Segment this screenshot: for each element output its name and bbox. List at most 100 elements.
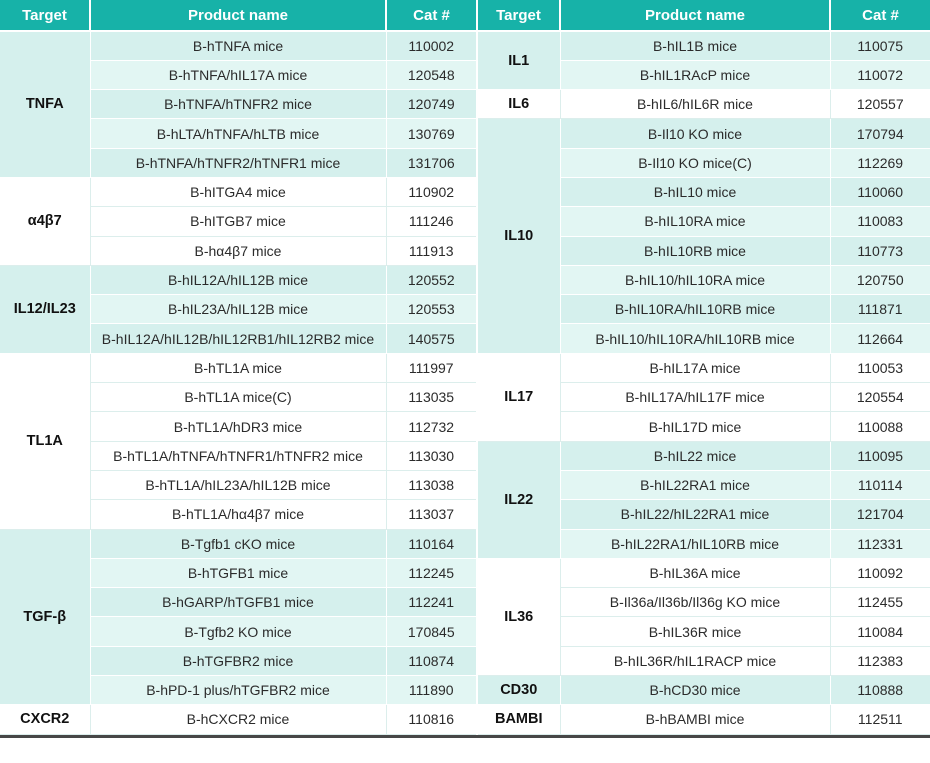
catalog-number-cell: 110084 <box>830 616 930 647</box>
target-cell: TL1A <box>0 353 91 530</box>
product-name-cell: B-hTL1A mice(C) <box>90 382 387 413</box>
table-row: TL1A B-hTL1A mice 111997 <box>0 353 476 530</box>
product-name-cell: B-hIL36R/hIL1RACP mice <box>560 646 831 677</box>
catalog-number-cell: 110888 <box>830 675 930 706</box>
target-cell: BAMBI <box>478 704 561 735</box>
table-row: B-hTNFA/hTNFR2 mice 120749 <box>0 89 476 120</box>
table-row: α4β7 B-hITGA4 mice 110902 <box>0 177 476 266</box>
product-name-cell: B-Il10 KO mice(C) <box>560 148 831 178</box>
catalog-number-cell: 110902 <box>386 177 476 208</box>
catalog-number-cell: 110002 <box>386 31 476 61</box>
right-table-header: Target Product name Cat # <box>478 0 930 32</box>
table-row: IL36 B-hIL36A mice 110092 <box>478 558 930 677</box>
product-name-cell: B-hBAMBI mice <box>560 704 831 735</box>
product-name-cell: B-hIL22RA1 mice <box>560 470 831 501</box>
catalog-number-cell: 111890 <box>386 675 476 706</box>
product-name-cell: B-hIL12A/hIL12B/hIL12RB1/hIL12RB2 mice <box>90 323 387 354</box>
catalog-number-cell: 110075 <box>830 31 930 61</box>
table-row: B-Il36a/Il36b/Il36g KO mice 112455 <box>478 587 930 618</box>
product-name-cell: B-hTNFA/hIL17A mice <box>90 60 387 91</box>
catalog-number-cell: 110088 <box>830 411 930 442</box>
table-row: IL12/IL23 B-hIL12A/hIL12B mice 120552 <box>0 265 476 354</box>
table-row: B-Tgfb2 KO mice 170845 <box>0 616 476 647</box>
table-row: B-hIL17A/hIL17F mice 120554 <box>478 382 930 413</box>
product-name-cell: B-hTL1A mice <box>90 353 387 384</box>
table-row: IL6 B-hIL6/hIL6R mice 120557 <box>478 89 930 120</box>
target-cell: TNFA <box>0 31 91 178</box>
table-row: B-hPD-1 plus/hTGFBR2 mice 111890 <box>0 675 476 706</box>
table-row: IL1 B-hIL1B mice 110075 <box>478 31 930 91</box>
product-name-cell: B-hIL17A mice <box>560 353 831 384</box>
product-name-cell: B-hIL12A/hIL12B mice <box>90 265 387 296</box>
product-name-cell: B-hIL10/hIL10RA mice <box>560 265 831 296</box>
product-name-cell: B-hTNFA mice <box>90 31 387 61</box>
table-row: B-hTNFA/hIL17A mice 120548 <box>0 60 476 91</box>
product-name-cell: B-Tgfb1 cKO mice <box>90 529 387 559</box>
product-name-cell: B-hIL10RA mice <box>560 206 831 237</box>
left-table-body: TNFA B-hTNFA mice 110002 B-hTNFA/hIL17A mic… <box>0 31 476 735</box>
product-name-cell: B-hTL1A/hα4β7 mice <box>90 499 387 530</box>
header-row: Target Product name Cat # <box>0 0 476 32</box>
product-name-cell: B-hIL6/hIL6R mice <box>560 89 831 120</box>
catalog-number-cell: 120750 <box>830 265 930 296</box>
catalog-number-cell: 110053 <box>830 353 930 384</box>
product-name-cell: B-hTNFA/hTNFR2/hTNFR1 mice <box>90 148 387 178</box>
table-row: B-hTL1A/hα4β7 mice 113037 <box>0 499 476 530</box>
table-row: B-hIL10RB mice 110773 <box>478 236 930 266</box>
product-name-cell: B-hGARP/hTGFB1 mice <box>90 587 387 618</box>
catalog-number-cell: 120548 <box>386 60 476 91</box>
catalog-number-cell: 112732 <box>386 411 476 442</box>
table-row: B-hIL1RAcP mice 110072 <box>478 60 930 91</box>
catalog-number-cell: 110874 <box>386 646 476 677</box>
product-name-cell: B-hIL10RA/hIL10RB mice <box>560 294 831 325</box>
table-row: B-hα4β7 mice 111913 <box>0 236 476 266</box>
table-row: B-hIL10RA/hIL10RB mice 111871 <box>478 294 930 325</box>
product-name-cell: B-hTL1A/hIL23A/hIL12B mice <box>90 470 387 501</box>
product-name-cell: B-hIL36R mice <box>560 616 831 647</box>
product-name-cell: B-hCD30 mice <box>560 675 831 706</box>
catalog-number-cell: 121704 <box>830 499 930 530</box>
product-name-cell: B-hIL22/hIL22RA1 mice <box>560 499 831 530</box>
product-name-cell: B-hPD-1 plus/hTGFBR2 mice <box>90 675 387 706</box>
catalog-number-cell: 110773 <box>830 236 930 266</box>
target-cell: IL22 <box>478 441 561 559</box>
catalog-number-cell: 110072 <box>830 60 930 91</box>
table-row: B-hITGB7 mice 111246 <box>0 206 476 237</box>
target-column-header: Target <box>0 0 91 32</box>
catalog-number-cell: 170845 <box>386 616 476 647</box>
table-row: B-hIL23A/hIL12B mice 120553 <box>0 294 476 325</box>
catalog-number-cell: 110092 <box>830 558 930 589</box>
target-column-header: Target <box>478 0 561 32</box>
product-catalog-table: Target Product name Cat # TNFA B-hTNFA mi… <box>0 0 930 738</box>
table-row: B-hIL22/hIL22RA1 mice 121704 <box>478 499 930 530</box>
catalog-number-cell: 130769 <box>386 118 476 149</box>
catalog-number-cell: 111913 <box>386 236 476 266</box>
catalog-number-cell: 110114 <box>830 470 930 501</box>
product-name-cell: B-hIL22RA1/hIL10RB mice <box>560 529 831 559</box>
product-name-cell: B-hTL1A/hTNFA/hTNFR1/hTNFR2 mice <box>90 441 387 471</box>
right-table-body: IL1 B-hIL1B mice 110075 B-hIL1RAcP mice 1100… <box>478 31 930 735</box>
table-row: TNFA B-hTNFA mice 110002 <box>0 31 476 178</box>
left-product-table: Target Product name Cat # TNFA B-hTNFA mi… <box>0 0 476 735</box>
product-name-cell: B-hIL22 mice <box>560 441 831 471</box>
catalog-number-cell: 112241 <box>386 587 476 618</box>
catalog-number-cell: 120553 <box>386 294 476 325</box>
table-row: TGF-β B-Tgfb1 cKO mice 110164 <box>0 529 476 706</box>
target-cell: IL1 <box>478 31 561 91</box>
catalog-number-cell: 112664 <box>830 323 930 354</box>
table-row: B-hIL10RA mice 110083 <box>478 206 930 237</box>
catalog-number-cell: 112383 <box>830 646 930 677</box>
target-cell: CXCR2 <box>0 704 91 735</box>
catalog-number-cell: 111997 <box>386 353 476 384</box>
table-row: CD30 B-hCD30 mice 110888 <box>478 675 930 706</box>
target-cell: TGF-β <box>0 529 91 706</box>
right-product-table: Target Product name Cat # IL1 B-hIL1B mic… <box>478 0 930 735</box>
table-row: B-hIL22RA1 mice 110114 <box>478 470 930 501</box>
target-cell: α4β7 <box>0 177 91 266</box>
catalog-number-cell: 112455 <box>830 587 930 618</box>
catalog-number-cell: 110816 <box>386 704 476 735</box>
target-cell: IL17 <box>478 353 561 442</box>
product-name-cell: B-hTNFA/hTNFR2 mice <box>90 89 387 120</box>
catalog-number-cell: 131706 <box>386 148 476 178</box>
catalog-number-cell: 112511 <box>830 704 930 735</box>
